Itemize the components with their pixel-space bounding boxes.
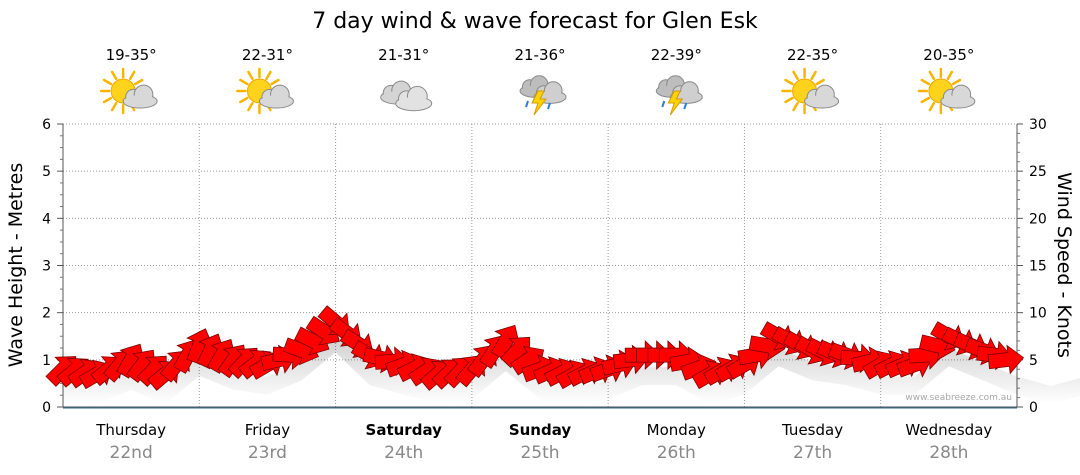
day-date-label: 28th <box>929 443 968 463</box>
wind-arrow-series <box>45 305 1025 391</box>
cloudy-icon <box>380 80 433 112</box>
partly-sunny-icon <box>781 67 840 115</box>
day-date-label: 23rd <box>248 443 287 463</box>
left-tick-label: 2 <box>42 306 51 322</box>
day-date-label: 27th <box>793 443 832 463</box>
day-name-label: Thursday <box>95 421 166 439</box>
day-name-label: Monday <box>647 421 706 439</box>
day-date-label: 26th <box>657 443 696 463</box>
left-tick-label: 6 <box>42 117 51 133</box>
left-axis-title: Wave Height - Metres <box>5 163 27 367</box>
right-tick-label: 20 <box>1029 211 1047 227</box>
day-name-label: Tuesday <box>781 421 843 439</box>
partly-sunny-icon <box>917 67 976 115</box>
left-tick-label: 0 <box>42 400 51 416</box>
x-axis-labels: Thursday 22nd Friday 23rd Saturday 24th Sunday… <box>95 421 992 463</box>
temperature-range: 22-39° <box>651 46 702 64</box>
left-tick-label: 5 <box>42 164 51 180</box>
day-name-label: Wednesday <box>905 421 992 439</box>
partly-sunny-icon <box>236 67 294 115</box>
right-tick-label: 5 <box>1029 353 1038 369</box>
day-name-label: Friday <box>245 421 291 439</box>
right-tick-label: 15 <box>1029 259 1047 275</box>
right-tick-label: 10 <box>1029 306 1047 322</box>
right-axis-title: Wind Speed - Knots <box>1053 172 1075 358</box>
temperature-range: 21-36° <box>514 46 565 64</box>
left-tick-label: 1 <box>42 353 51 369</box>
temperature-range: 22-35° <box>787 46 838 64</box>
temperature-range: 20-35° <box>923 46 974 64</box>
credit-watermark: www.seabreeze.com.au <box>905 393 1012 403</box>
day-date-label: 25th <box>520 443 559 463</box>
right-tick-label: 0 <box>1029 400 1038 416</box>
right-tick-label: 25 <box>1029 164 1047 180</box>
day-date-label: 24th <box>384 443 423 463</box>
left-tick-label: 3 <box>42 259 51 275</box>
right-tick-label: 30 <box>1029 117 1047 133</box>
day-date-label: 22nd <box>110 443 153 463</box>
wind-arrow <box>987 344 1025 375</box>
right-axis: 0 5 10 15 20 25 30 <box>1016 117 1047 416</box>
partly-sunny-icon <box>99 67 158 115</box>
daily-forecast-header: 19-35° 22-31° 21-31° 21-36° 22-39° 22-35° 20-3… <box>99 46 976 116</box>
day-name-label: Sunday <box>509 421 572 439</box>
temperature-range: 21-31° <box>378 46 429 64</box>
thunderstorm-icon <box>655 75 703 116</box>
left-tick-label: 4 <box>42 211 51 227</box>
thunderstorm-icon <box>519 75 567 116</box>
temperature-range: 22-31° <box>242 46 293 64</box>
day-name-label: Saturday <box>366 421 443 439</box>
chart-title: 7 day wind & wave forecast for Glen Esk <box>312 9 758 34</box>
temperature-range: 19-35° <box>106 46 157 64</box>
grid-lines <box>63 123 1017 409</box>
